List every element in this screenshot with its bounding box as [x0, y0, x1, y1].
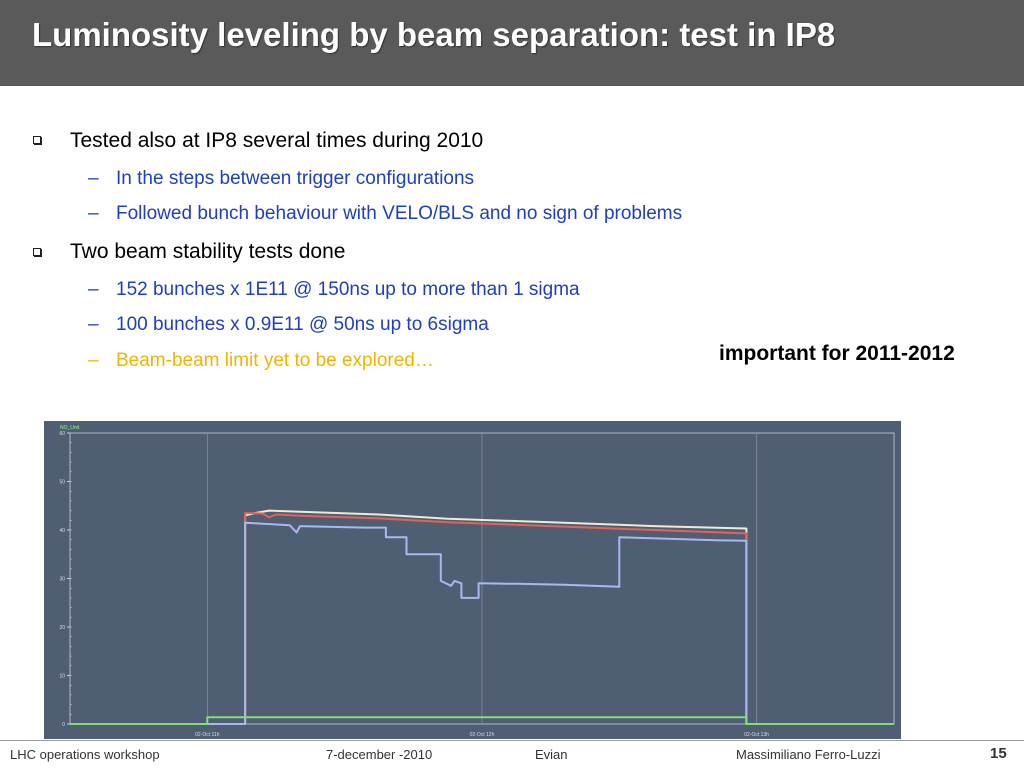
square-bullet-icon	[33, 136, 41, 144]
sub-bullet-item: – Followed bunch behaviour with VELO/BLS …	[88, 203, 682, 225]
footer-workshop: LHC operations workshop	[10, 747, 160, 762]
dash-marker: –	[88, 168, 99, 189]
dash-marker: –	[88, 314, 99, 335]
y-tick-label: 50	[59, 480, 65, 486]
bullet-item: Two beam stability tests done	[70, 240, 346, 263]
sub-bullet-text: In the steps between trigger configurati…	[116, 168, 475, 189]
x-tick-label: 02-Oct 13h	[744, 732, 769, 738]
chart-svg: 0 10 20 30 40 50 60 02-Oct 11h 02-Oct 12h 02-Oct …	[59, 425, 895, 738]
unit-label: NO_Unit	[60, 425, 80, 431]
y-tick-label: 0	[62, 722, 65, 728]
sub-bullet-item: –152 bunches x 1E11 @ 150ns up to more t…	[88, 279, 580, 301]
x-tick-label: 02-Oct 12h	[470, 732, 495, 738]
sub-bullet-text: Beam-beam limit yet to be explored…	[116, 350, 434, 371]
sub-bullet-item: – Beam-beam limit yet to be explored…	[88, 350, 434, 372]
dash-marker: –	[88, 350, 99, 371]
title-bar: Luminosity leveling by beam separation: …	[0, 0, 1024, 86]
slide-footer: LHC operations workshop 7-december -2010…	[0, 738, 1024, 768]
y-tick-label: 10	[59, 674, 65, 680]
y-tick-label: 60	[59, 431, 65, 437]
sub-bullet-item: –100 bunches x 0.9E11 @ 50ns up to 6sigm…	[88, 314, 489, 336]
sub-bullet-item: – In the steps between trigger configurat…	[88, 168, 474, 190]
series-line-1	[70, 512, 894, 725]
sub-bullet-text: 152 bunches x 1E11 @ 150ns up to more th…	[116, 279, 580, 300]
footer-location: Evian	[535, 747, 568, 762]
footer-divider	[0, 740, 1024, 741]
important-note: important for 2011-2012	[719, 342, 955, 365]
y-tick-label: 20	[59, 625, 65, 631]
footer-date: 7-december -2010	[326, 747, 433, 762]
series-line-2	[70, 521, 894, 725]
sub-bullet-text: 100 bunches x 0.9E11 @ 50ns up to 6sigma	[116, 314, 489, 335]
footer-author: Massimiliano Ferro-Luzzi	[736, 747, 881, 762]
y-tick-label: 30	[59, 577, 65, 583]
luminosity-chart: 0 10 20 30 40 50 60 02-Oct 11h 02-Oct 12h 02-Oct …	[44, 421, 901, 739]
bullet-item: Tested also at IP8 several times during …	[70, 129, 484, 152]
sub-bullet-text: Followed bunch behaviour with VELO/BLS a…	[116, 203, 683, 224]
page-number: 15	[990, 745, 1007, 762]
y-tick-label: 40	[59, 528, 65, 534]
dash-marker: –	[88, 203, 99, 224]
dash-marker: –	[88, 279, 99, 300]
square-bullet-icon	[33, 248, 41, 256]
slide-title: Luminosity leveling by beam separation: …	[32, 16, 836, 53]
x-tick-label: 02-Oct 11h	[195, 732, 220, 738]
series-line-3	[70, 716, 894, 725]
